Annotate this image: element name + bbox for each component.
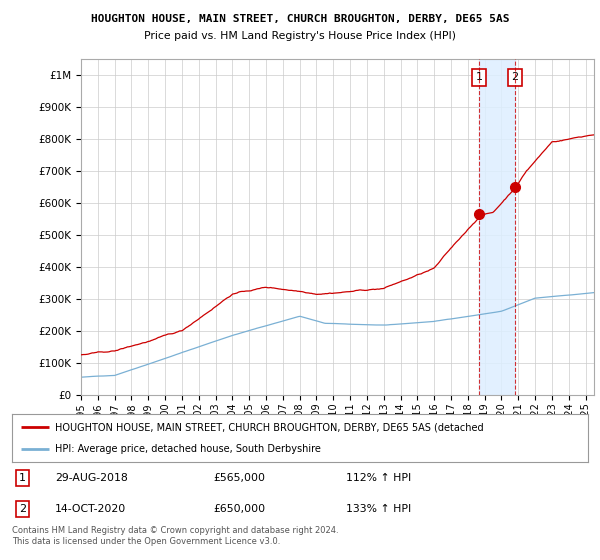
- Text: HOUGHTON HOUSE, MAIN STREET, CHURCH BROUGHTON, DERBY, DE65 5AS (detached: HOUGHTON HOUSE, MAIN STREET, CHURCH BROU…: [55, 422, 484, 432]
- Text: £565,000: £565,000: [214, 473, 266, 483]
- Text: HPI: Average price, detached house, South Derbyshire: HPI: Average price, detached house, Sout…: [55, 444, 321, 454]
- Text: 29-AUG-2018: 29-AUG-2018: [55, 473, 128, 483]
- Text: 2: 2: [511, 72, 518, 82]
- Text: 2: 2: [19, 504, 26, 514]
- Text: 1: 1: [19, 473, 26, 483]
- Text: HOUGHTON HOUSE, MAIN STREET, CHURCH BROUGHTON, DERBY, DE65 5AS: HOUGHTON HOUSE, MAIN STREET, CHURCH BROU…: [91, 14, 509, 24]
- Text: 14-OCT-2020: 14-OCT-2020: [55, 504, 127, 514]
- Text: Price paid vs. HM Land Registry's House Price Index (HPI): Price paid vs. HM Land Registry's House …: [144, 31, 456, 41]
- Text: 112% ↑ HPI: 112% ↑ HPI: [346, 473, 412, 483]
- Text: 1: 1: [475, 72, 482, 82]
- Text: 133% ↑ HPI: 133% ↑ HPI: [346, 504, 412, 514]
- Bar: [479, 59, 515, 395]
- Text: £650,000: £650,000: [214, 504, 266, 514]
- Text: Contains HM Land Registry data © Crown copyright and database right 2024.
This d: Contains HM Land Registry data © Crown c…: [12, 526, 338, 546]
